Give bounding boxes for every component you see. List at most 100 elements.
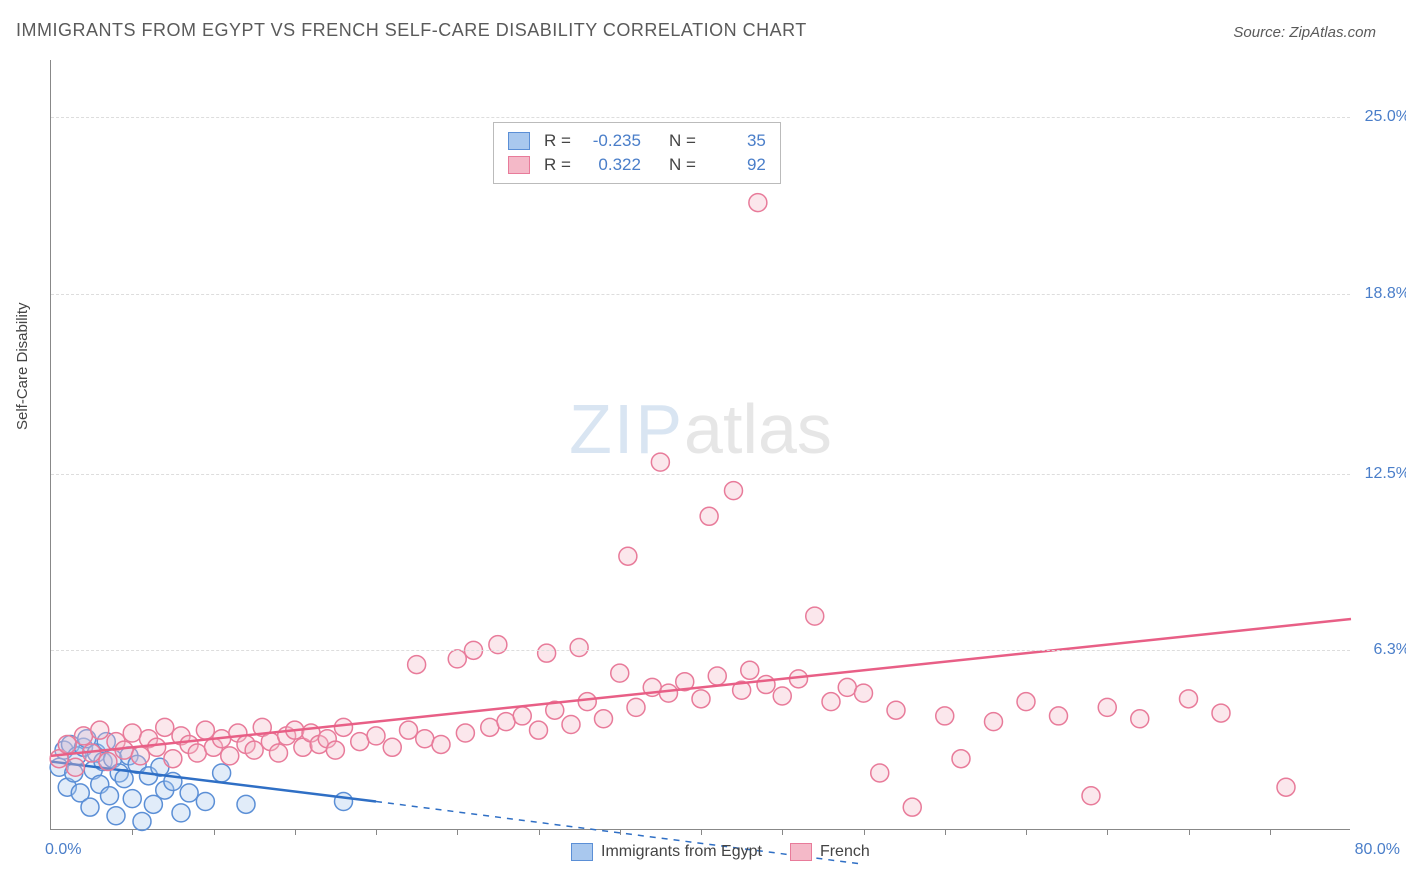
- data-point: [497, 713, 515, 731]
- x-tick: [214, 829, 215, 835]
- data-point: [1098, 698, 1116, 716]
- legend-label: French: [820, 843, 870, 861]
- y-axis-label: Self-Care Disability: [14, 302, 31, 430]
- data-point: [838, 678, 856, 696]
- data-point: [887, 701, 905, 719]
- data-point: [367, 727, 385, 745]
- data-point: [237, 795, 255, 813]
- data-point: [651, 453, 669, 471]
- n-value: 35: [706, 131, 766, 151]
- data-point: [101, 787, 119, 805]
- data-point: [1017, 693, 1035, 711]
- n-label: N =: [669, 155, 696, 175]
- data-point: [773, 687, 791, 705]
- data-point: [172, 804, 190, 822]
- x-tick: [132, 829, 133, 835]
- data-point: [952, 750, 970, 768]
- data-point: [448, 650, 466, 668]
- data-point: [335, 718, 353, 736]
- gridline: [51, 294, 1350, 295]
- data-point: [513, 707, 531, 725]
- data-point: [855, 684, 873, 702]
- source-name: ZipAtlas.com: [1289, 24, 1376, 41]
- y-tick-label: 18.8%: [1365, 285, 1406, 303]
- x-tick: [864, 829, 865, 835]
- data-point: [156, 718, 174, 736]
- data-point: [408, 656, 426, 674]
- chart-title: IMMIGRANTS FROM EGYPT VS FRENCH SELF-CAR…: [16, 20, 807, 41]
- x-tick: [295, 829, 296, 835]
- x-axis-max-label: 80.0%: [1355, 841, 1400, 859]
- legend-swatch: [790, 843, 812, 861]
- data-point: [123, 724, 141, 742]
- data-point: [757, 676, 775, 694]
- data-point: [578, 693, 596, 711]
- data-point: [660, 684, 678, 702]
- x-tick: [1026, 829, 1027, 835]
- data-point: [1082, 787, 1100, 805]
- data-point: [131, 747, 149, 765]
- data-point: [871, 764, 889, 782]
- r-value: -0.235: [581, 131, 641, 151]
- y-tick-label: 6.3%: [1374, 641, 1406, 659]
- data-point: [148, 738, 166, 756]
- data-point: [351, 733, 369, 751]
- legend-row: R =0.322N =92: [508, 153, 766, 177]
- data-point: [196, 792, 214, 810]
- x-tick: [620, 829, 621, 835]
- x-tick: [782, 829, 783, 835]
- data-point: [58, 735, 76, 753]
- data-point: [741, 661, 759, 679]
- data-point: [456, 724, 474, 742]
- data-point: [1212, 704, 1230, 722]
- data-point: [416, 730, 434, 748]
- series-legend: Immigrants from Egypt French: [571, 843, 870, 861]
- data-point: [700, 507, 718, 525]
- gridline: [51, 474, 1350, 475]
- data-point: [1180, 690, 1198, 708]
- data-point: [400, 721, 418, 739]
- data-point: [213, 764, 231, 782]
- data-point: [123, 790, 141, 808]
- data-point: [903, 798, 921, 816]
- x-tick: [1189, 829, 1190, 835]
- correlation-legend: R =-0.235N =35R =0.322N =92: [493, 122, 781, 184]
- data-point: [538, 644, 556, 662]
- legend-swatch: [508, 156, 530, 174]
- data-point: [66, 758, 84, 776]
- legend-swatch: [571, 843, 593, 861]
- data-point: [164, 750, 182, 768]
- data-point: [180, 784, 198, 802]
- n-label: N =: [669, 131, 696, 151]
- data-point: [530, 721, 548, 739]
- legend-item: French: [790, 843, 870, 861]
- x-tick: [376, 829, 377, 835]
- data-point: [326, 741, 344, 759]
- data-point: [692, 690, 710, 708]
- chart-plot-area: ZIPatlas R =-0.235N =35R =0.322N =92 0.0…: [50, 60, 1350, 830]
- y-tick-label: 25.0%: [1365, 108, 1406, 126]
- gridline: [51, 117, 1350, 118]
- y-tick-label: 12.5%: [1365, 465, 1406, 483]
- data-point: [196, 721, 214, 739]
- data-point: [562, 715, 580, 733]
- data-point: [725, 482, 743, 500]
- data-point: [99, 753, 117, 771]
- data-point: [188, 744, 206, 762]
- regression-line: [51, 619, 1351, 756]
- x-axis-min-label: 0.0%: [45, 841, 81, 859]
- source-prefix: Source:: [1233, 24, 1289, 41]
- data-point: [432, 735, 450, 753]
- r-value: 0.322: [581, 155, 641, 175]
- data-point: [115, 741, 133, 759]
- data-point: [245, 741, 263, 759]
- data-point: [107, 807, 125, 825]
- legend-item: Immigrants from Egypt: [571, 843, 762, 861]
- x-tick: [457, 829, 458, 835]
- x-tick: [1107, 829, 1108, 835]
- legend-swatch: [508, 132, 530, 150]
- data-point: [91, 721, 109, 739]
- data-point: [75, 727, 93, 745]
- data-point: [133, 812, 151, 830]
- data-point: [81, 798, 99, 816]
